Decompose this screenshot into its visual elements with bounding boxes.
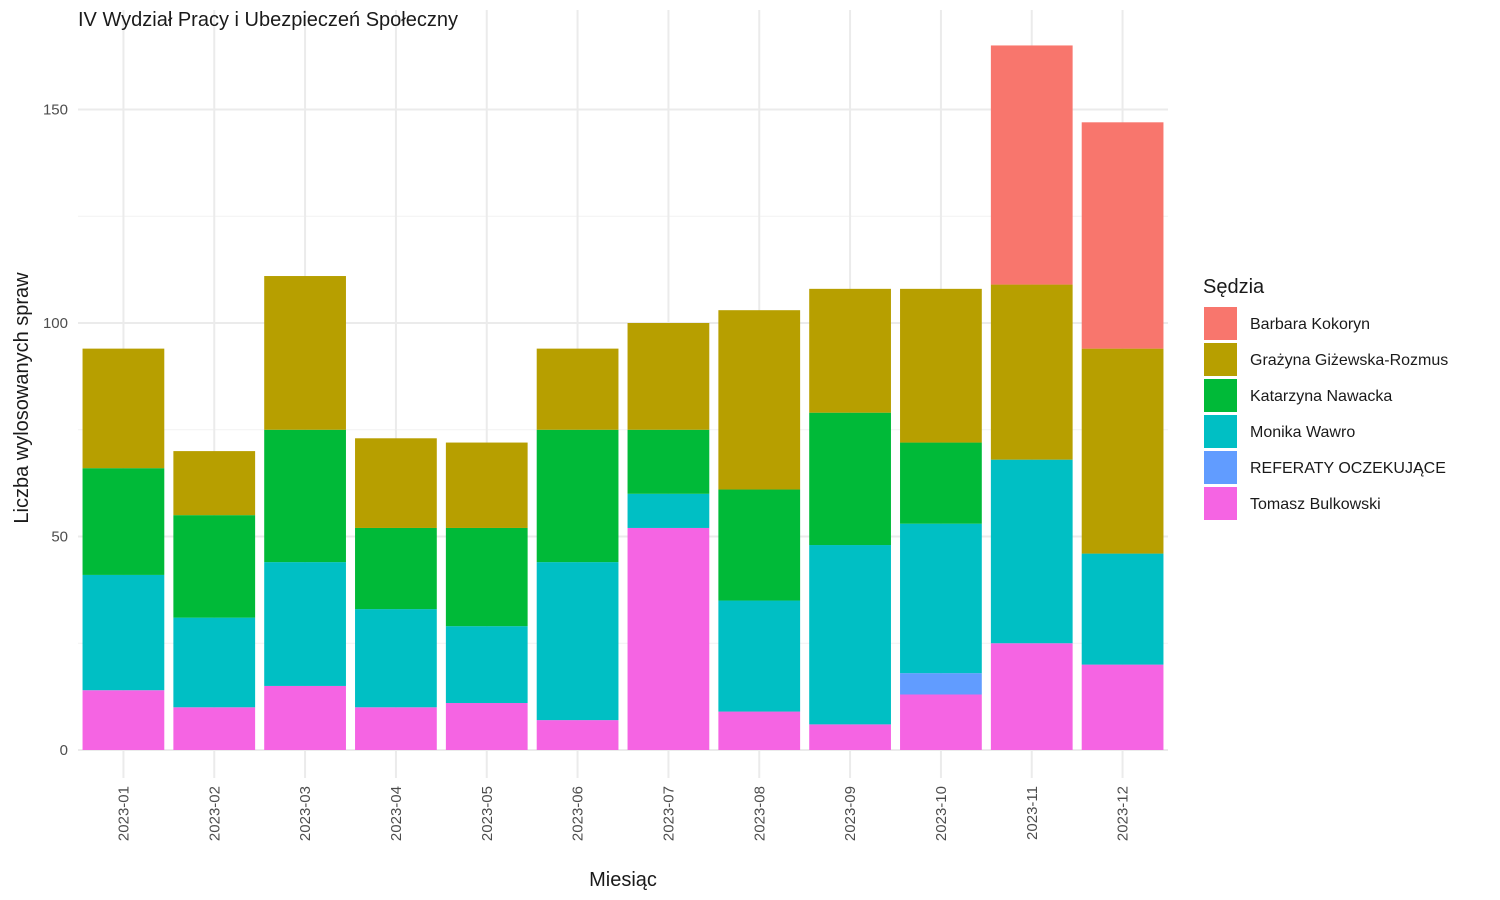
- legend-swatch: [1204, 307, 1237, 340]
- bar-segment: [536, 429, 619, 563]
- bar-segment: [990, 459, 1073, 644]
- bar-segment: [173, 515, 256, 618]
- bar-segment: [718, 711, 801, 750]
- bar-segment: [627, 527, 710, 750]
- bar-segment: [445, 442, 528, 528]
- bar-segment: [1081, 122, 1164, 349]
- bar-segment: [990, 284, 1073, 460]
- bar-segment: [355, 609, 437, 708]
- legend-label: Grażyna Giżewska-Rozmus: [1250, 352, 1448, 369]
- x-tick-label: 2023-09: [842, 786, 859, 841]
- y-axis-title: Liczba wylosowanych spraw: [11, 272, 33, 524]
- x-tick-label: 2023-05: [479, 786, 496, 841]
- chart-title: IV Wydział Pracy i Ubezpieczeń Społeczny: [78, 9, 458, 31]
- bar-segment: [445, 527, 528, 627]
- bar-segment: [82, 574, 165, 691]
- bar-segment: [82, 690, 165, 750]
- bar-segment: [900, 523, 982, 674]
- bar-segment: [718, 600, 801, 712]
- bar-segment: [536, 720, 619, 750]
- bar-segment: [173, 707, 256, 750]
- x-axis-ticks: 2023-01 2023-02 2023-03 2023-04 2023-05 2023-…: [115, 786, 1131, 841]
- y-axis-ticks: 0 50 100 150: [43, 102, 68, 760]
- bar-segment: [627, 493, 710, 528]
- bars: [82, 45, 1164, 750]
- x-tick-label: 2023-01: [115, 786, 132, 841]
- bar-segment: [809, 724, 891, 750]
- bar-segment: [82, 468, 165, 575]
- legend-label: Katarzyna Nawacka: [1250, 388, 1392, 405]
- bar-segment: [900, 288, 982, 443]
- legend-swatch: [1204, 451, 1237, 484]
- bar-segment: [82, 348, 165, 469]
- legend-swatch: [1204, 415, 1237, 448]
- bar-segment: [809, 412, 891, 546]
- legend-swatch: [1204, 379, 1237, 412]
- legend-label: REFERATY OCZEKUJĄCE: [1250, 460, 1446, 477]
- bar-segment: [173, 617, 256, 708]
- y-tick-label: 50: [51, 529, 68, 546]
- bar-segment: [264, 562, 346, 686]
- bar-segment: [355, 527, 437, 610]
- bar-segment: [536, 348, 619, 430]
- bar-segment: [809, 545, 891, 725]
- bar-segment: [900, 694, 982, 750]
- bar-segment: [264, 429, 346, 563]
- bar-segment: [355, 707, 437, 750]
- bar-segment: [718, 489, 801, 601]
- x-tick-label: 2023-02: [206, 786, 223, 841]
- x-tick-label: 2023-04: [388, 786, 405, 841]
- legend-label: Monika Wawro: [1250, 424, 1355, 441]
- bar-segment: [809, 288, 891, 413]
- bar-segment: [173, 451, 256, 516]
- x-tick-label: 2023-07: [660, 786, 677, 841]
- x-tick-label: 2023-08: [751, 786, 768, 841]
- bar-segment: [718, 310, 801, 490]
- bar-segment: [536, 562, 619, 721]
- legend-label: Barbara Kokoryn: [1250, 316, 1370, 333]
- legend: Sędzia Barbara Kokoryn Grażyna Giżewska-R…: [1203, 276, 1448, 520]
- bar-segment: [627, 323, 710, 430]
- bar-segment: [264, 685, 346, 750]
- x-tick-label: 2023-03: [297, 786, 314, 841]
- legend-label: Tomasz Bulkowski: [1250, 496, 1381, 513]
- bar-segment: [990, 45, 1073, 285]
- bar-segment: [445, 703, 528, 750]
- bar-segment: [355, 438, 437, 528]
- legend-swatch: [1204, 487, 1237, 520]
- bar-segment: [900, 442, 982, 524]
- x-tick-label: 2023-10: [933, 786, 950, 841]
- x-tick-label: 2023-12: [1115, 786, 1132, 841]
- bar-segment: [1081, 348, 1164, 554]
- y-tick-label: 0: [60, 742, 68, 759]
- bar-segment: [627, 429, 710, 494]
- x-tick-label: 2023-11: [1024, 786, 1041, 840]
- bar-segment: [1081, 664, 1164, 750]
- bar-segment: [1081, 553, 1164, 665]
- bar-segment: [445, 626, 528, 704]
- bar-segment: [264, 276, 346, 430]
- y-tick-label: 150: [43, 102, 68, 119]
- bar-segment: [990, 643, 1073, 750]
- legend-title: Sędzia: [1203, 276, 1265, 298]
- x-axis-title: Miesiąc: [589, 869, 657, 891]
- x-tick-label: 2023-06: [570, 786, 587, 841]
- bar-segment: [900, 673, 982, 695]
- legend-swatch: [1204, 343, 1237, 376]
- y-tick-label: 100: [43, 315, 68, 332]
